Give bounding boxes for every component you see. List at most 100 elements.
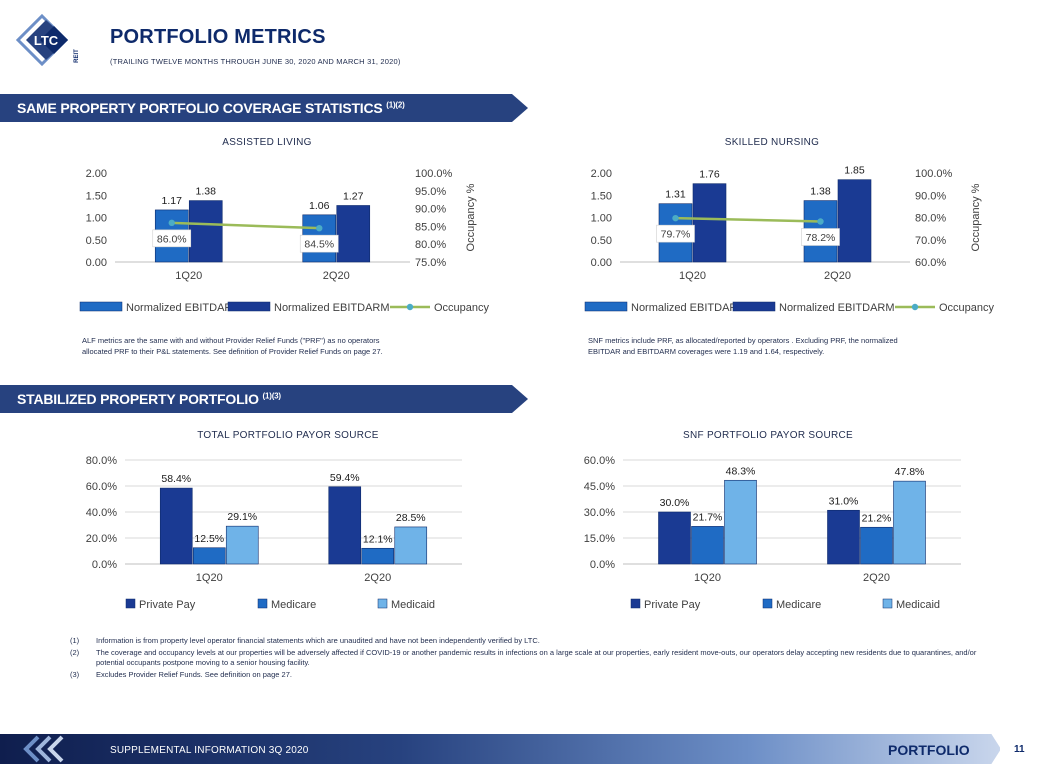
chart-svg: 0.00 0.50 1.00 1.50 2.00 1Q20 1.17 1.38 2Q20 1.06…	[79, 168, 490, 314]
bar	[860, 526, 893, 565]
legend-label: Medicaid	[896, 599, 940, 611]
y2-tick-label: 90.0%	[415, 204, 446, 216]
bar	[724, 479, 757, 565]
bar	[893, 480, 926, 565]
total-payor-chart: TOTAL PORTFOLIO PAYOR SOURCE 0.0% 20.0% 40…	[60, 428, 500, 618]
chart-title: SKILLED NURSING	[724, 137, 820, 148]
occupancy-line	[675, 216, 821, 223]
occupancy-label: 86.0%	[157, 233, 187, 245]
legend-swatch	[377, 598, 388, 609]
footnote-text: Information is from property level opera…	[96, 636, 540, 645]
legend-label: Private Pay	[139, 599, 196, 611]
legend-label: Normalized EBITDARM	[274, 302, 390, 314]
data-label: 1.31	[665, 189, 686, 201]
data-label: 1.06	[309, 200, 330, 212]
y2-tick-label: 80.0%	[915, 213, 946, 225]
y-tick-label: 0.0%	[92, 559, 117, 571]
occupancy-label-box	[801, 228, 840, 246]
y-tick-label: 1.50	[86, 190, 107, 202]
legend-swatch	[630, 598, 641, 609]
chart-svg: 0.00 0.50 1.00 1.50 2.00 1Q20 1.31 1.76 2Q20 1.38…	[584, 165, 995, 314]
legend-swatch	[257, 598, 268, 609]
legend-swatch	[762, 598, 773, 609]
bar	[159, 487, 193, 565]
occupancy-point	[168, 219, 175, 227]
footer-section-label: PORTFOLIO	[888, 742, 970, 758]
bar	[328, 486, 362, 565]
occupancy-label-box	[299, 234, 339, 253]
y-tick-label: 20.0%	[86, 533, 117, 545]
bar	[192, 547, 226, 565]
y-tick-label: 2.00	[591, 168, 612, 180]
legend-marker	[406, 303, 414, 311]
y2-tick-label: 60.0%	[915, 257, 946, 269]
y2-tick-label: 100.0%	[915, 168, 953, 180]
footnote-number: (1)	[70, 636, 80, 645]
occupancy-label: 78.2%	[806, 232, 836, 244]
y-tick-label: 1.00	[591, 213, 612, 225]
x-tick-label: 1Q20	[175, 270, 202, 282]
y-tick-label: 1.50	[591, 190, 612, 202]
data-label: 30.0%	[660, 497, 690, 509]
chart-title: TOTAL PORTFOLIO PAYOR SOURCE	[197, 430, 379, 441]
bar	[394, 526, 428, 565]
x-tick-label: 1Q20	[679, 270, 706, 282]
data-label: 21.2%	[862, 512, 892, 524]
assisted-living-chart: ASSISTED LIVING 0.00 0.50 1.00 1.50 2.00 1Q20…	[60, 135, 500, 325]
data-label: 47.8%	[895, 466, 925, 478]
legend-swatch	[125, 598, 136, 609]
chart-title: SNF PORTFOLIO PAYOR SOURCE	[682, 430, 854, 441]
data-label: 29.1%	[227, 511, 257, 523]
y-tick-label: 60.0%	[584, 455, 615, 467]
stabilized-banner-footnote-ref: (1)(3)	[262, 391, 282, 401]
x-tick-label: 2Q20	[323, 270, 350, 282]
data-label: 1.38	[196, 186, 217, 198]
x-tick-label: 2Q20	[863, 572, 890, 584]
alf-note: ALF metrics are the same with and withou…	[82, 335, 383, 357]
footnote-text: The coverage and occupancy levels at our…	[96, 647, 977, 668]
page-number: 11	[1014, 744, 1025, 755]
x-tick-label: 2Q20	[824, 270, 851, 282]
y-tick-label: 0.00	[591, 257, 612, 269]
occupancy-line	[171, 221, 320, 230]
x-tick-label: 1Q20	[196, 572, 223, 584]
occupancy-label-box	[656, 224, 695, 243]
x-tick-label: 2Q20	[364, 572, 391, 584]
bar	[827, 509, 860, 565]
y-tick-label: 0.50	[591, 235, 612, 247]
snf-note: SNF metrics include PRF, as allocated/re…	[588, 335, 898, 357]
legend-swatch	[732, 301, 776, 312]
bar	[188, 200, 223, 263]
data-label: 1.85	[844, 165, 865, 177]
footnote-row: (2) The coverage and occupancy levels at …	[70, 648, 995, 669]
y2-axis-label: Occupancy %	[970, 183, 982, 251]
snf-payor-chart: SNF PORTFOLIO PAYOR SOURCE 0.0% 15.0% 30.0…	[565, 428, 1005, 618]
snf-note-line: SNF metrics include PRF, as allocated/re…	[588, 336, 898, 345]
legend-label: Occupancy	[434, 302, 490, 314]
legend-label: Occupancy	[939, 302, 995, 314]
page-title: PORTFOLIO METRICS	[110, 26, 326, 48]
y-tick-label: 0.00	[86, 257, 107, 269]
data-label: 1.76	[699, 169, 720, 181]
y-tick-label: 45.0%	[584, 481, 615, 493]
skilled-nursing-chart: SKILLED NURSING 0.00 0.50 1.00 1.50 2.00 1Q20…	[565, 135, 1005, 325]
legend-swatch	[584, 301, 628, 312]
coverage-section-banner: SAME PROPERTY PORTFOLIO COVERAGE STATIST…	[0, 94, 528, 122]
y-tick-label: 2.00	[86, 168, 107, 180]
legend-swatch	[79, 301, 123, 312]
legend-label: Normalized EBITDAR	[631, 302, 737, 314]
data-label: 48.3%	[726, 465, 756, 477]
footnotes: (1) Information is from property level op…	[70, 636, 995, 681]
data-label: 1.38	[810, 186, 831, 198]
occupancy-point	[817, 218, 824, 225]
data-label: 28.5%	[396, 512, 426, 524]
data-label: 12.1%	[363, 533, 393, 545]
y2-tick-label: 70.0%	[915, 235, 946, 247]
footnote-row: (3) Excludes Provider Relief Funds. See d…	[70, 670, 995, 681]
data-label: 21.7%	[693, 511, 723, 523]
y-tick-label: 1.00	[86, 213, 107, 225]
legend-marker	[911, 303, 919, 311]
data-label: 12.5%	[194, 533, 224, 545]
data-label: 1.17	[162, 195, 183, 207]
footer-text: SUPPLEMENTAL INFORMATION 3Q 2020	[110, 745, 309, 756]
